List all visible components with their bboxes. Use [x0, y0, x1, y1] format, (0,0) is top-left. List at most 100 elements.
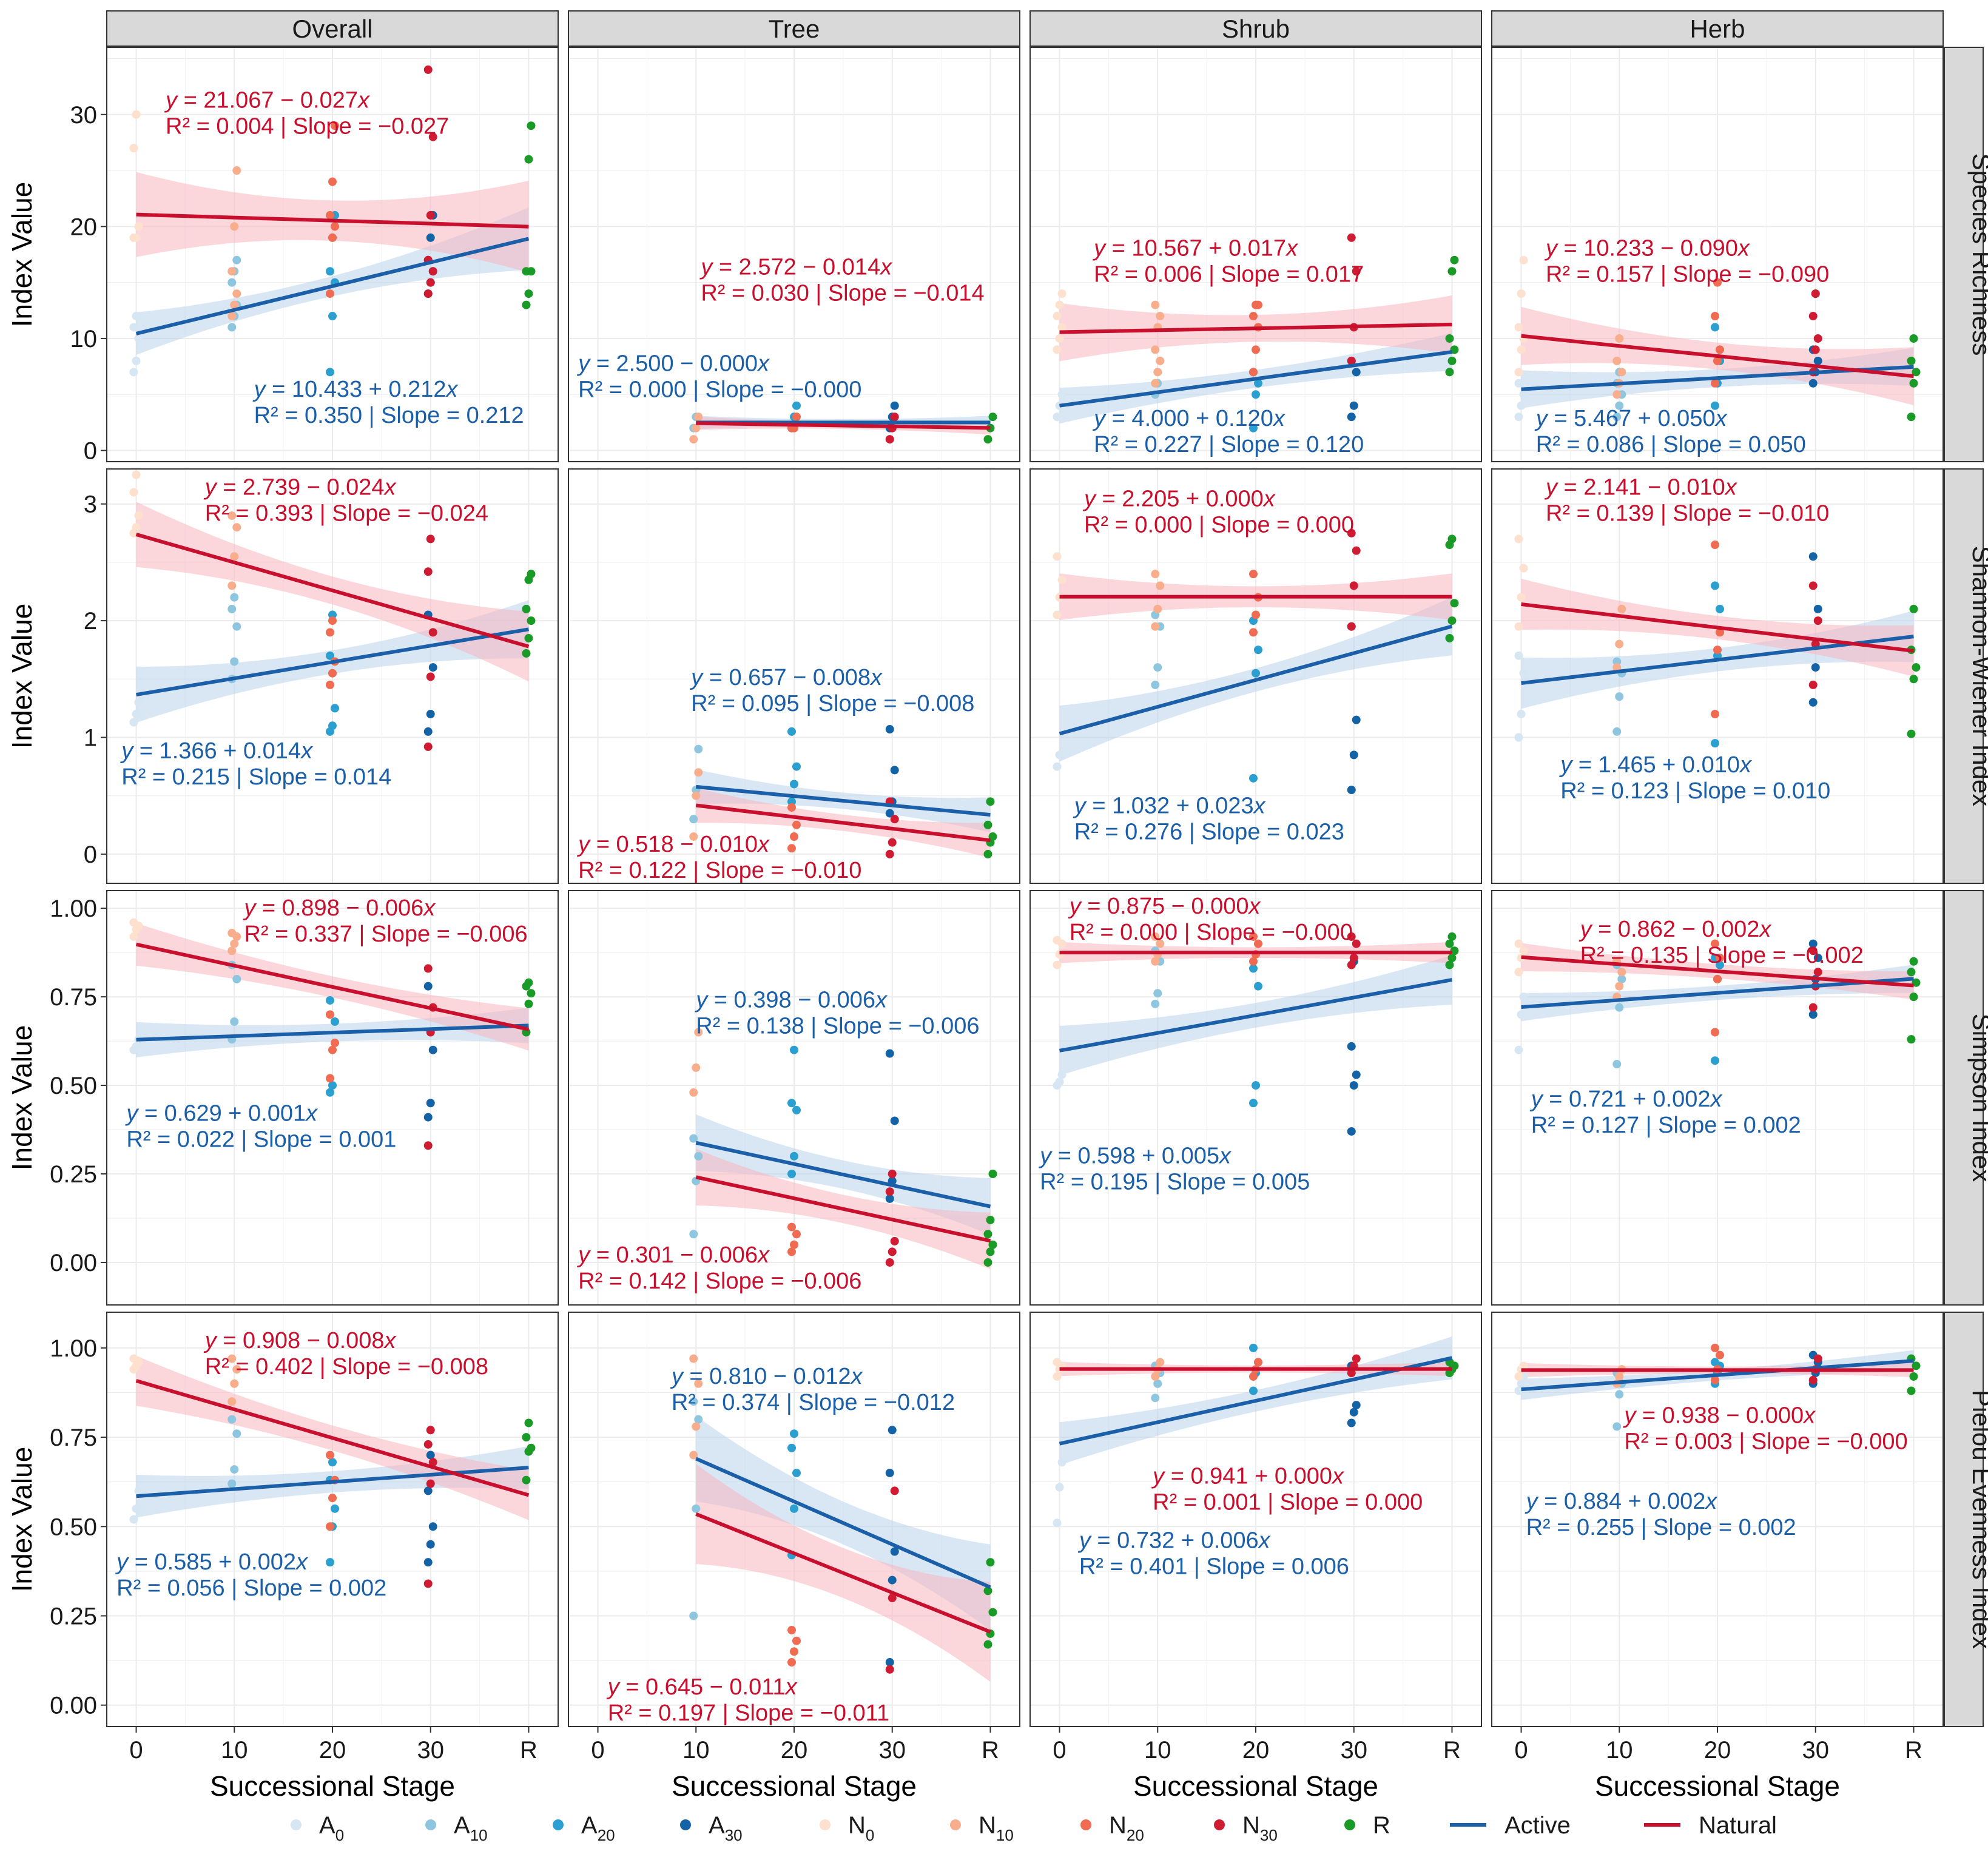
point-n0: [1057, 575, 1066, 584]
equation-part: x: [1248, 894, 1262, 919]
point-n20: [1254, 1358, 1262, 1367]
point-a30: [885, 1049, 894, 1058]
point-r: [983, 1640, 992, 1649]
point-n10: [1617, 968, 1626, 977]
natural-equation-line: y = 0.645 − 0.011x: [606, 1674, 798, 1700]
equation-part: x: [869, 665, 883, 690]
point-n20: [328, 669, 337, 678]
point-r: [988, 1608, 997, 1617]
point-n20: [1249, 932, 1258, 941]
point-n10: [1151, 379, 1160, 388]
point-n30: [888, 1594, 897, 1603]
point-r: [983, 1586, 992, 1596]
point-a0: [129, 718, 138, 727]
point-n10: [689, 1451, 698, 1460]
equation-part: x: [1253, 794, 1267, 819]
legend-item-n10: N10: [950, 1812, 1014, 1844]
equation-part: x: [1272, 406, 1286, 431]
point-n20: [1249, 368, 1258, 377]
point-a0: [1053, 762, 1062, 771]
point-n0: [1519, 946, 1528, 955]
point-r: [1450, 599, 1459, 608]
point-n20: [787, 844, 796, 853]
point-r: [1445, 368, 1454, 377]
natural-equation-line: R² = 0.393 | Slope = −0.024: [205, 500, 488, 526]
point-a20: [787, 727, 796, 736]
point-n0: [1057, 289, 1066, 298]
point-n10: [227, 511, 237, 520]
equation-part: y: [1038, 1143, 1053, 1168]
point-n10: [1153, 368, 1162, 377]
panel-plot-area: [689, 725, 997, 858]
point-n20: [328, 177, 337, 186]
point-a10: [1151, 999, 1160, 1008]
point-n20: [331, 121, 339, 130]
point-a20: [1249, 1099, 1258, 1108]
point-r: [986, 1558, 995, 1567]
active-equation-line: R² = 0.401 | Slope = 0.006: [1079, 1554, 1349, 1580]
point-a30: [890, 766, 899, 775]
point-n30: [1813, 334, 1822, 343]
point-a10: [230, 657, 239, 666]
equation-part: y: [1579, 917, 1593, 942]
point-n30: [423, 289, 433, 298]
point-n10: [227, 581, 237, 590]
strip-overall: [106, 10, 559, 47]
point-n10: [1615, 1372, 1624, 1381]
point-a20: [1711, 1056, 1719, 1065]
active-fit-line: [1059, 624, 1453, 736]
point-n30: [888, 838, 897, 847]
point-a30: [1347, 1418, 1356, 1427]
panel-border: [568, 47, 1020, 462]
point-a20: [1252, 390, 1260, 399]
legend-swatch: [820, 1819, 831, 1830]
point-r: [1447, 534, 1457, 544]
active-equation-line: y = 4.000 + 0.120x: [1092, 406, 1286, 431]
point-n30: [1811, 345, 1820, 354]
point-n20: [1713, 356, 1722, 365]
point-n0: [132, 233, 141, 242]
active-fit-line: [136, 1466, 529, 1498]
legend-label-subscript: 10: [996, 1826, 1014, 1844]
point-a10: [1612, 413, 1622, 422]
point-a30: [1349, 1407, 1358, 1417]
point-n30: [1808, 1375, 1818, 1384]
point-n20: [1716, 1350, 1724, 1360]
legend-label-base: N: [979, 1812, 996, 1839]
x-tick-label: 30: [1340, 1737, 1367, 1764]
active-equation-line: R² = 0.350 | Slope = 0.212: [254, 403, 524, 428]
x-tick-label: 0: [591, 1737, 604, 1764]
equation-part: y: [242, 895, 257, 921]
point-a0: [134, 698, 143, 707]
active-equation-line: y = 0.810 − 0.012x: [670, 1364, 864, 1389]
point-n10: [1151, 957, 1160, 966]
point-n30: [885, 849, 894, 858]
active-fit-line: [135, 237, 530, 335]
equation-part: x: [850, 1364, 864, 1389]
point-n10: [689, 435, 698, 444]
point-a10: [230, 1017, 239, 1026]
point-n20: [326, 628, 334, 637]
point-a0: [1517, 401, 1526, 410]
equation-part: x: [1285, 235, 1299, 261]
natural-equation-line: y = 2.205 + 0.000x: [1082, 487, 1276, 512]
equation-part: y: [1544, 474, 1558, 500]
natural-equation-line: y = 10.567 + 0.017x: [1092, 235, 1299, 261]
active-equation-line: y = 10.433 + 0.212x: [252, 377, 459, 402]
equation-part: x: [422, 895, 436, 921]
point-n0: [1514, 323, 1523, 332]
point-a10: [232, 974, 241, 983]
legend-label: N20: [1109, 1812, 1144, 1844]
panel-border: [568, 890, 1020, 1306]
point-a30: [428, 663, 437, 672]
strip-shrub: [1029, 10, 1482, 47]
point-a0: [1055, 1483, 1064, 1492]
equation-part: = 0.645 − 0.011: [619, 1674, 786, 1700]
point-n20: [1716, 628, 1724, 637]
